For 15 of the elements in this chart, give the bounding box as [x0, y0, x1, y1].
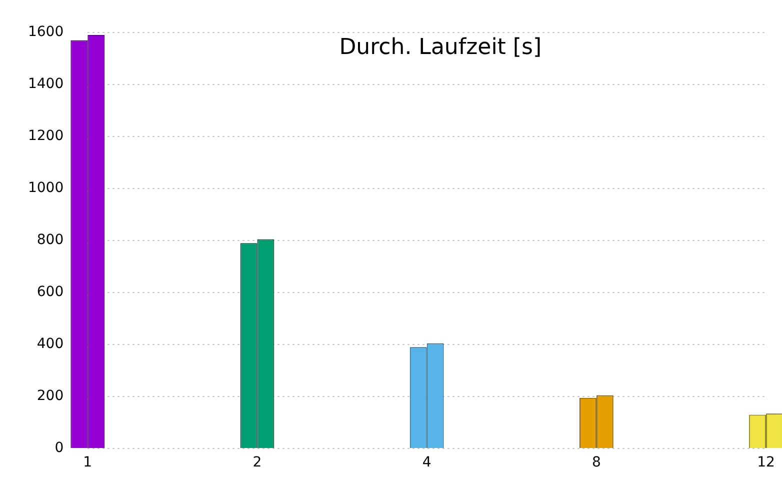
x-tick-label: 12: [757, 454, 775, 471]
y-tick-label: 1600: [28, 24, 64, 40]
chart-title: Durch. Laufzeit [s]: [339, 35, 542, 60]
y-tick-label: 600: [36, 284, 64, 300]
x-tick-label: 4: [422, 454, 432, 471]
x-tick-label: 8: [592, 454, 601, 471]
x-tick-label: 2: [252, 454, 262, 471]
y-tick-label: 200: [36, 388, 64, 404]
y-tick-label: 1000: [28, 180, 64, 196]
y-tick-label: 1400: [28, 76, 64, 92]
y-tick-label: 400: [36, 336, 64, 352]
y-tick-label: 1200: [28, 128, 64, 144]
y-tick-label: 0: [54, 440, 64, 456]
x-tick-label: 1: [83, 454, 92, 471]
y-tick-label: 800: [36, 232, 64, 248]
